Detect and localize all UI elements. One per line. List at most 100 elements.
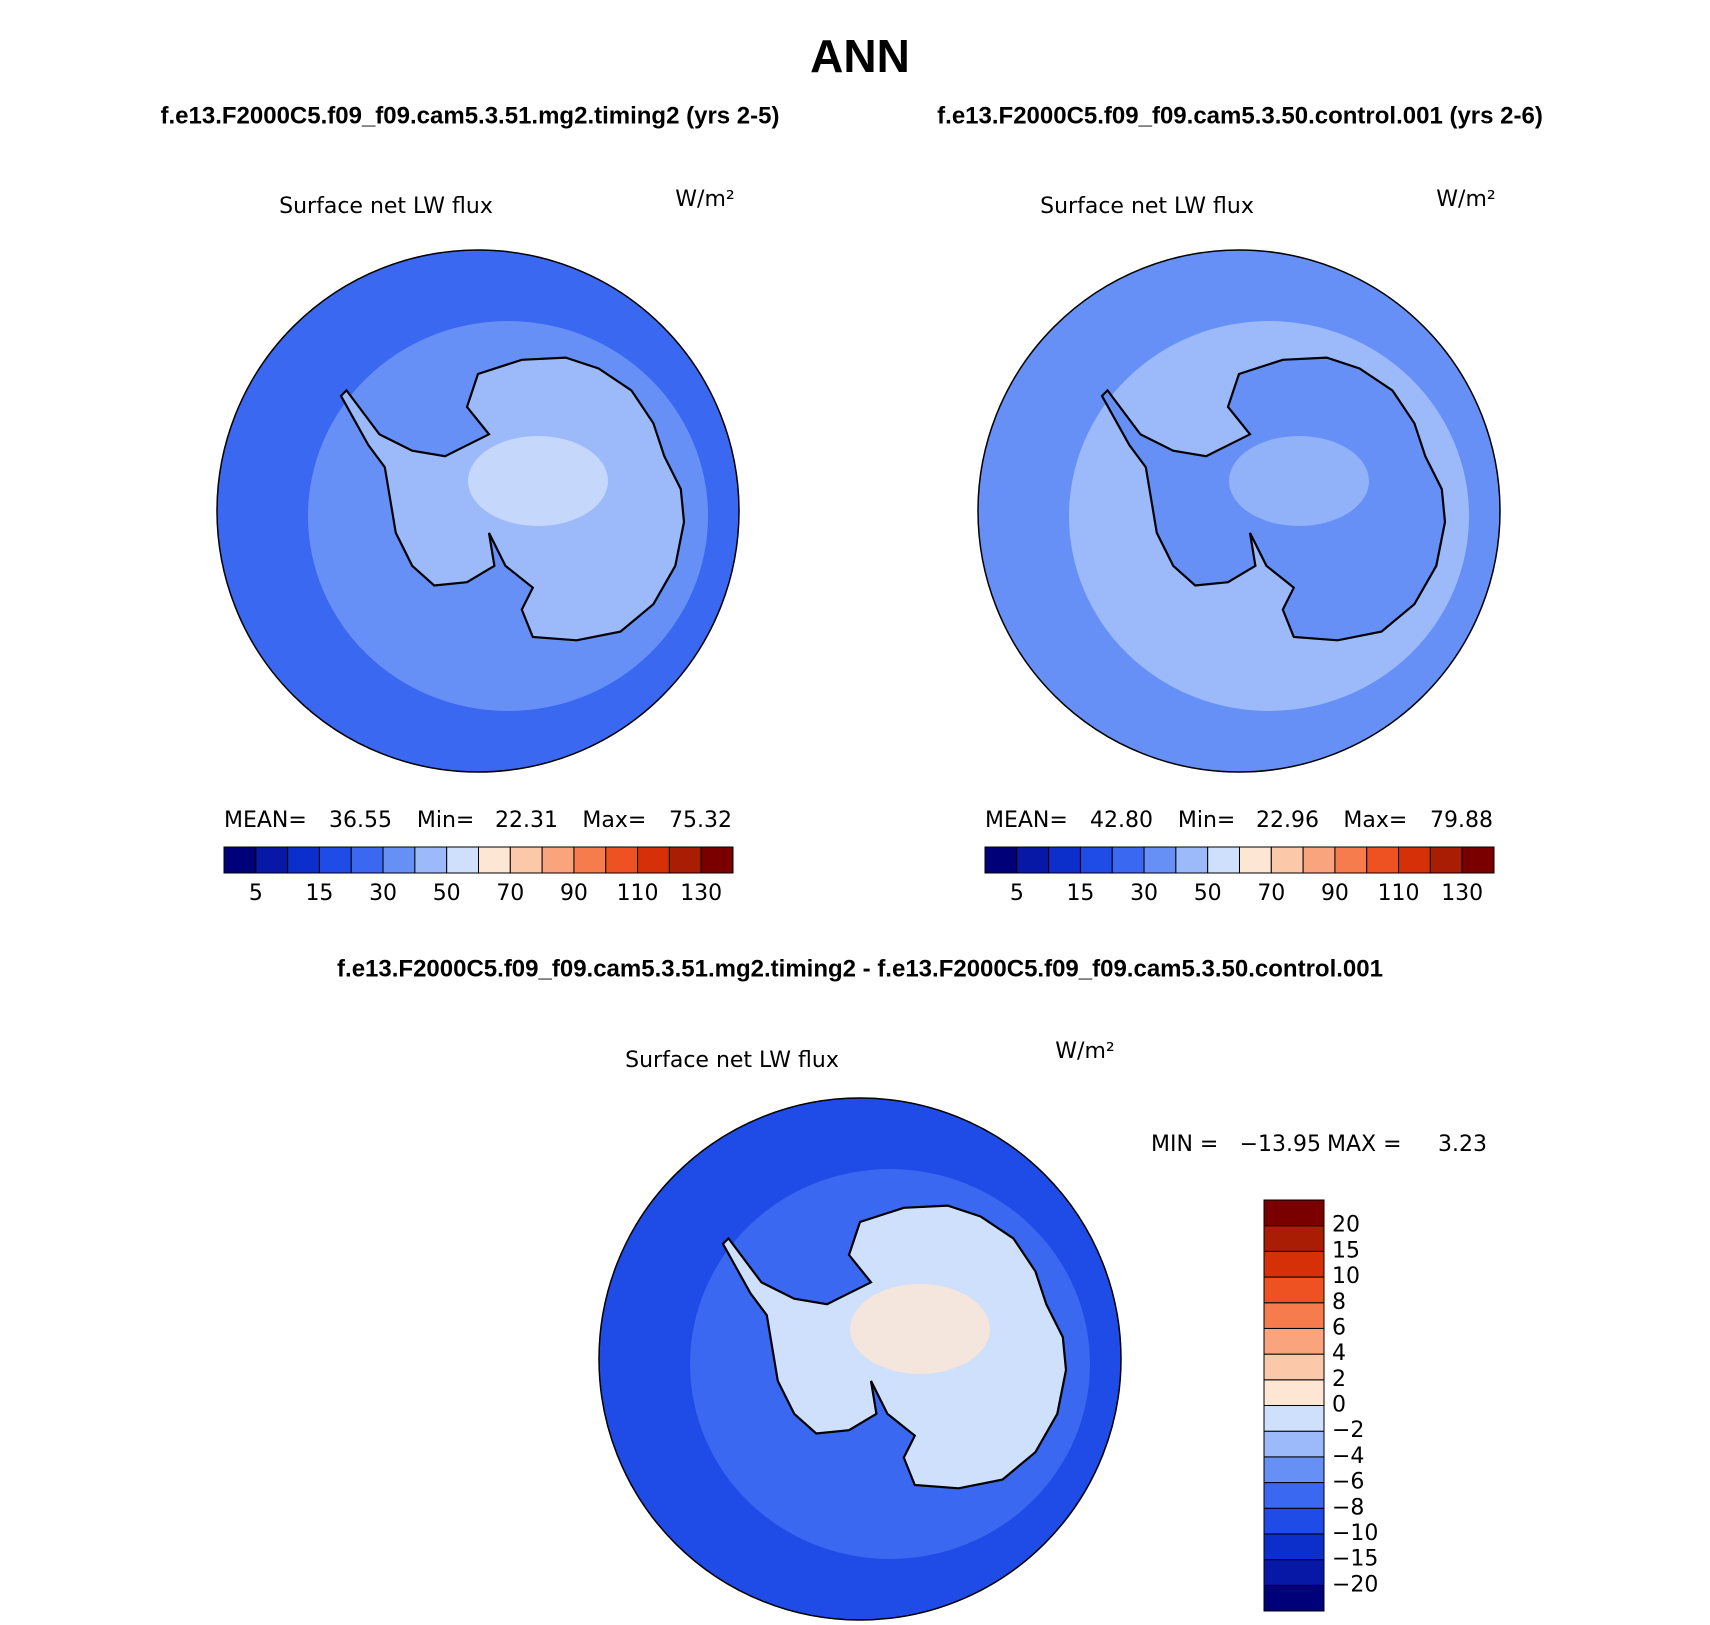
stat-label: Min=: [1178, 808, 1235, 833]
colorbar-label: 70: [1257, 881, 1285, 906]
units: W/m²: [1436, 187, 1495, 212]
colorbar-box: [1263, 1405, 1325, 1432]
colorbar-label: −20: [1332, 1572, 1378, 1597]
map-patch: [1229, 436, 1369, 526]
stat-label: Max=: [582, 808, 646, 833]
map-patch: [468, 436, 608, 526]
colorbar-box: [984, 846, 1018, 874]
colorbar-label: 30: [1130, 881, 1158, 906]
colorbar-box: [668, 846, 702, 874]
colorbar-box: [1263, 1456, 1325, 1484]
colorbar-box: [1239, 846, 1272, 874]
colorbar-label: −10: [1332, 1521, 1378, 1546]
antarctica-coast: [339, 356, 686, 642]
colorbar-box: [1263, 1482, 1325, 1509]
case-title: f.e13.F2000C5.f09_f09.cam5.3.50.control.…: [937, 102, 1543, 129]
panel-title: Surface net LW flux: [625, 1048, 839, 1073]
colorbar-box: [573, 846, 607, 874]
map-border: [977, 249, 1501, 773]
colorbar-box: [1270, 846, 1304, 874]
colorbar-box: [1263, 1533, 1325, 1561]
colorbar-label: 10: [1332, 1264, 1360, 1289]
colorbar-box: [1048, 846, 1081, 874]
stat-label: Max=: [1343, 808, 1407, 833]
colorbar-box: [478, 846, 511, 874]
units: W/m²: [1055, 1039, 1114, 1064]
colorbar-label: 30: [369, 881, 397, 906]
colorbar-box: [1263, 1225, 1325, 1252]
colorbar-box: [1263, 1327, 1325, 1355]
colorbar-label: 0: [1332, 1393, 1346, 1418]
colorbar-box: [1263, 1507, 1325, 1535]
colorbar-box: [318, 846, 352, 874]
colorbar-box: [509, 846, 543, 874]
colorbar-box: [1263, 1353, 1325, 1381]
colorbar-label: 50: [1194, 881, 1222, 906]
colorbar-label: −15: [1332, 1547, 1378, 1572]
stat-label: MEAN=: [985, 808, 1068, 833]
colorbar-label: 90: [560, 881, 588, 906]
colorbar-box: [1175, 846, 1209, 874]
panel-title: Surface net LW flux: [1040, 194, 1254, 219]
colorbar-box: [1263, 1250, 1325, 1278]
colorbar-box: [1461, 846, 1495, 874]
colorbar-box: [1263, 1379, 1325, 1406]
colorbar-box: [1366, 846, 1400, 874]
colorbar-box: [1207, 846, 1240, 874]
colorbar-box: [1143, 846, 1177, 874]
colorbar-label: 130: [1441, 881, 1483, 906]
colorbar-box: [414, 846, 448, 874]
colorbar-label: 6: [1332, 1315, 1346, 1340]
stat-label: MIN =: [1151, 1132, 1218, 1157]
stat-value: −13.95: [1240, 1132, 1321, 1157]
stat-value: 22.96: [1256, 808, 1319, 833]
antarctica-coast: [1100, 356, 1447, 642]
colorbar-box: [350, 846, 384, 874]
colorbar-box: [1429, 846, 1463, 874]
colorbar-box: [1079, 846, 1113, 874]
colorbar-box: [541, 846, 575, 874]
colorbar-box: [1111, 846, 1145, 874]
colorbar-box: [637, 846, 670, 874]
stat-value: 3.23: [1438, 1132, 1487, 1157]
colorbar-box: [446, 846, 479, 874]
colorbar-box: [1263, 1302, 1325, 1329]
colorbar-box: [1334, 846, 1368, 874]
colorbar-box: [255, 846, 289, 874]
colorbar-box: [605, 846, 639, 874]
colorbar-box: [223, 846, 257, 874]
colorbar-label: 5: [1010, 881, 1024, 906]
colorbar-box: [382, 846, 416, 874]
diff-title: f.e13.F2000C5.f09_f09.cam5.3.51.mg2.timi…: [337, 955, 1383, 982]
colorbar-label: 70: [496, 881, 524, 906]
colorbar-box: [1398, 846, 1431, 874]
main-title: ANN: [810, 30, 910, 82]
colorbar-label: 15: [1066, 881, 1094, 906]
colorbar-label: −8: [1332, 1495, 1364, 1520]
colorbar-label: −4: [1332, 1444, 1364, 1469]
colorbar-label: −6: [1332, 1470, 1364, 1495]
colorbar-label: 90: [1321, 881, 1349, 906]
stat-value: 75.32: [669, 808, 732, 833]
colorbar-label: 4: [1332, 1341, 1346, 1366]
stat-label: Min=: [417, 808, 474, 833]
colorbar-label: 110: [1378, 881, 1420, 906]
stat-value: 36.55: [329, 808, 392, 833]
colorbar-box: [1263, 1199, 1325, 1227]
panel-title: Surface net LW flux: [279, 194, 493, 219]
colorbar-box: [1263, 1559, 1325, 1586]
antarctica-coast: [721, 1204, 1068, 1490]
stat-value: 22.31: [495, 808, 558, 833]
stat-value: 42.80: [1090, 808, 1153, 833]
colorbar-label: 15: [1332, 1238, 1360, 1263]
colorbar-label: 15: [305, 881, 333, 906]
units: W/m²: [675, 187, 734, 212]
colorbar-label: 50: [433, 881, 461, 906]
map-border: [598, 1097, 1122, 1621]
stat-label: MEAN=: [224, 808, 307, 833]
colorbar-label: 5: [249, 881, 263, 906]
colorbar-box: [1263, 1276, 1325, 1304]
map-border: [216, 249, 740, 773]
